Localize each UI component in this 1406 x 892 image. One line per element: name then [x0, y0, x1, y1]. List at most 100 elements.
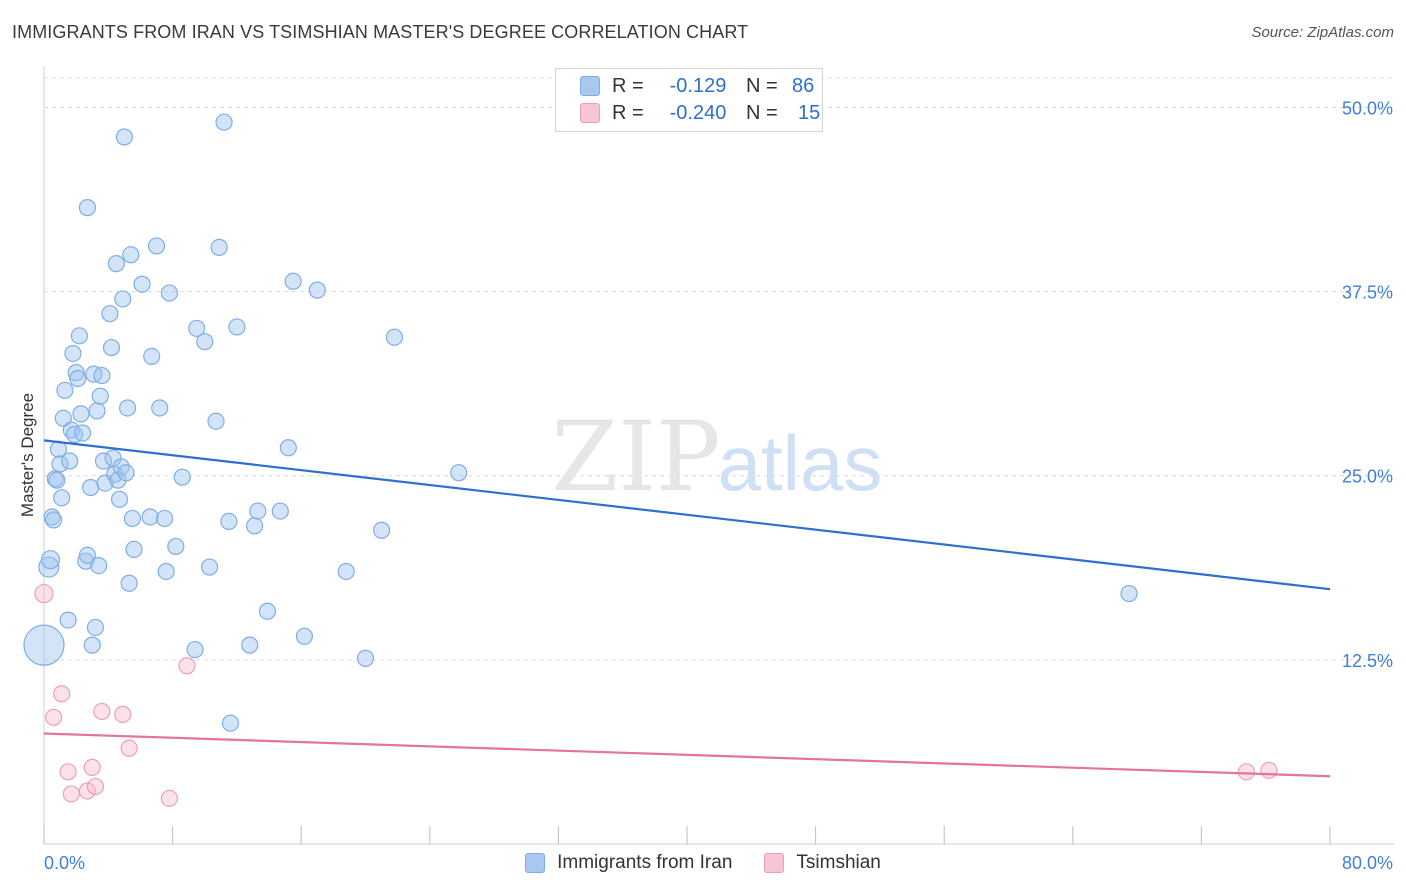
legend-n-value: 86 [792, 74, 815, 97]
legend-row-tsimshian: R = -0.240 N = 15 [580, 100, 820, 126]
data-point [308, 281, 326, 299]
legend-label-tsimshian: Tsimshian [796, 852, 881, 873]
data-point [61, 452, 79, 470]
legend-swatch-iran [580, 76, 600, 96]
y-axis-label: Master's Degree [18, 392, 37, 518]
data-point [102, 338, 121, 357]
data-point [45, 708, 63, 726]
data-point [221, 714, 240, 732]
data-point [207, 412, 225, 430]
data-point [123, 509, 142, 528]
data-point [118, 399, 137, 417]
zipatlas-watermark: ZIP atlas [551, 401, 882, 513]
data-point [215, 113, 233, 131]
data-point [72, 405, 90, 423]
data-point [188, 319, 206, 338]
legend-n-value: 15 [798, 101, 821, 124]
data-point [43, 508, 61, 526]
data-point [122, 246, 140, 264]
chart-title: IMMIGRANTS FROM IRAN VS TSIMSHIAN MASTER… [12, 22, 749, 42]
data-point [51, 455, 69, 473]
data-point [337, 562, 355, 581]
y-tick-label: 50.0% [1342, 98, 1393, 118]
data-point [78, 782, 97, 800]
data-point [88, 402, 106, 420]
data-point [62, 785, 80, 803]
data-point [125, 540, 143, 558]
legend-r-label: R = [612, 74, 644, 97]
data-point [245, 517, 264, 535]
legend-n-label: N = [746, 101, 778, 124]
data-point [59, 763, 77, 781]
data-point [117, 464, 135, 482]
data-point [279, 439, 297, 457]
data-point [110, 490, 129, 508]
watermark-atlas: atlas [718, 419, 883, 507]
series-legend: Immigrants from Iran Tsimshian [0, 852, 1406, 874]
tick-labels: 12.5% 25.0% 37.5% 50.0% 0.0% 80.0% [44, 98, 1393, 873]
watermark-zip: ZIP [551, 401, 720, 513]
legend-row-iran: R = -0.129 N = 86 [580, 73, 814, 99]
data-point [385, 328, 404, 346]
y-tick-label: 25.0% [1342, 467, 1393, 487]
data-point [167, 537, 185, 556]
legend-swatch-tsimshian [764, 853, 785, 873]
data-point [160, 284, 178, 302]
data-point [54, 409, 72, 427]
data-point [258, 602, 277, 620]
data-point [228, 318, 246, 336]
legend-item-iran: Immigrants from Iran [525, 852, 732, 874]
legend-label-iran: Immigrants from Iran [557, 852, 733, 873]
data-point [34, 583, 54, 604]
legend-r-value: -0.240 [669, 101, 727, 124]
data-point [78, 199, 97, 217]
data-point [186, 640, 204, 659]
data-point [133, 275, 151, 293]
data-point [220, 512, 238, 530]
data-point [249, 502, 267, 520]
data-point [78, 546, 97, 564]
data-point [120, 739, 138, 757]
legend-swatch-tsimshian [580, 103, 600, 123]
data-point [23, 624, 65, 666]
data-point [38, 556, 60, 578]
data-point [101, 305, 119, 323]
data-point [48, 471, 66, 489]
data-point [93, 366, 111, 385]
data-point [45, 511, 63, 529]
data-point [53, 685, 71, 703]
data-point [82, 478, 100, 497]
data-point [64, 344, 82, 363]
data-point [69, 369, 87, 388]
y-tick-label: 12.5% [1342, 651, 1393, 671]
data-point [151, 399, 169, 417]
stats-legend: R = -0.129 N = 86 R = -0.240 N = 15 [555, 68, 823, 132]
data-point [210, 238, 228, 257]
data-point [94, 452, 113, 470]
data-point [114, 705, 132, 723]
data-point [67, 364, 85, 382]
data-point [143, 347, 161, 366]
data-point [83, 758, 101, 777]
data-point [1260, 761, 1278, 779]
trend-line-tsimshian [43, 732, 1331, 778]
data-point [77, 552, 95, 570]
data-point [59, 611, 77, 629]
data-point [114, 290, 132, 308]
series-tsimshian [34, 583, 1278, 807]
data-point [160, 789, 178, 807]
data-point [56, 381, 74, 399]
data-point [450, 464, 468, 482]
data-point [356, 649, 375, 667]
data-point [86, 618, 105, 637]
data-point [107, 255, 125, 273]
series-immigrants-from-iran [23, 113, 1138, 732]
data-point [40, 550, 61, 570]
data-point [200, 558, 219, 576]
data-point [53, 489, 71, 507]
source-credit: Source: ZipAtlas.com [1251, 24, 1394, 41]
data-point [120, 574, 138, 592]
data-point [372, 521, 391, 539]
axes [43, 66, 1394, 845]
